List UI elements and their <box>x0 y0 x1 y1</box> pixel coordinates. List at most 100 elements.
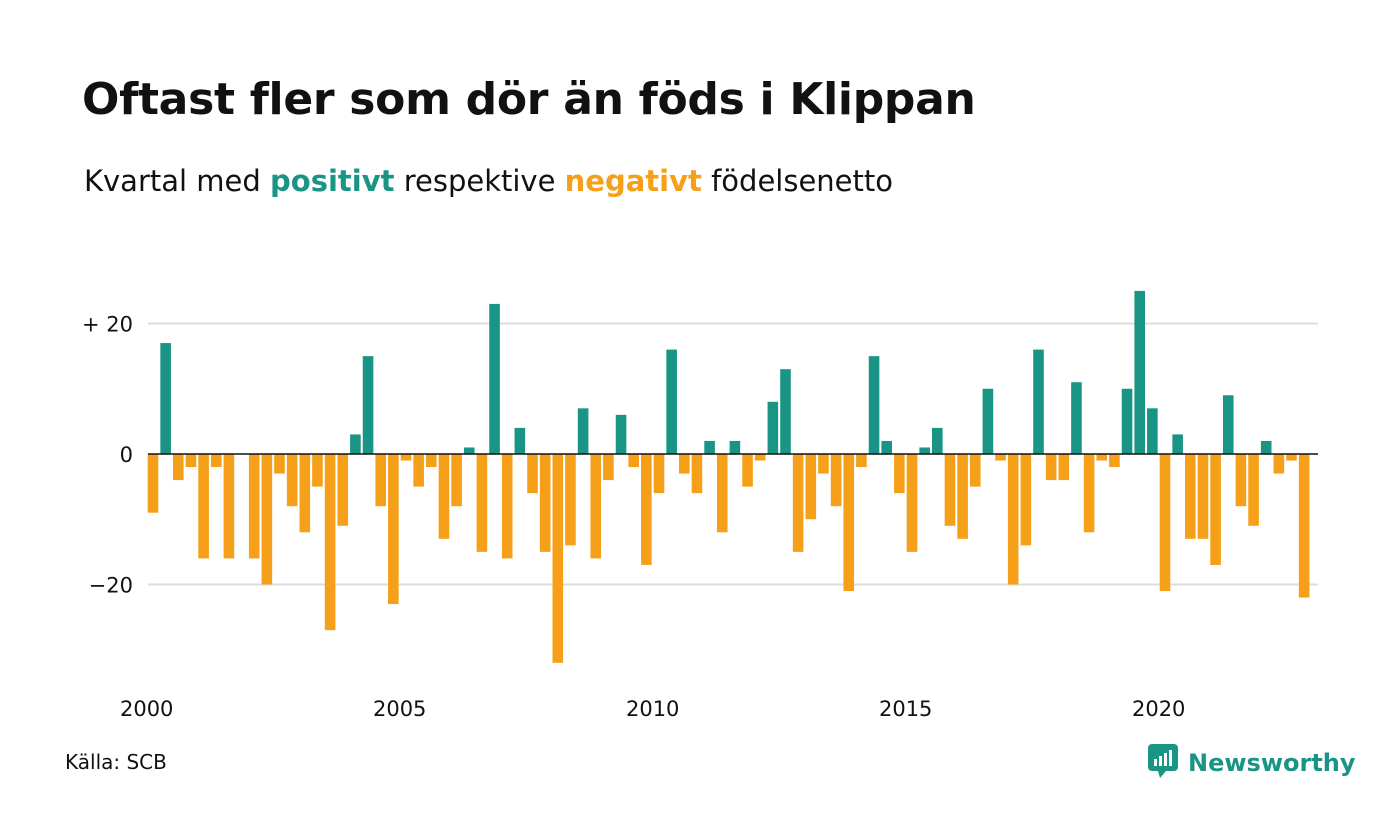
bar <box>1134 290 1145 455</box>
bar <box>969 454 981 487</box>
bar <box>337 454 349 526</box>
bar <box>780 369 791 455</box>
bar <box>552 454 564 663</box>
axes: + 20 0 −20 2000 2005 2010 2015 2020 <box>82 313 1318 721</box>
brand-name: Newsworthy <box>1188 749 1356 777</box>
bar-chart: + 20 0 −20 2000 2005 2010 2015 2020 <box>82 290 1318 721</box>
bar <box>274 454 285 474</box>
bar <box>1172 434 1183 455</box>
bar <box>881 440 892 454</box>
bar <box>501 454 513 559</box>
x-tick-label: 2000 <box>120 697 173 721</box>
bar <box>1210 454 1221 565</box>
bar <box>350 434 361 455</box>
bar <box>628 454 639 468</box>
y-tick-label: −20 <box>89 574 133 598</box>
bar <box>1235 454 1247 507</box>
bar <box>944 454 956 526</box>
bar <box>1033 349 1044 454</box>
bar <box>1298 454 1310 598</box>
bar <box>666 349 677 454</box>
chart-subtitle: Kvartal med positivt respektive negativt… <box>84 164 893 198</box>
bar <box>539 454 551 552</box>
bar <box>729 440 741 454</box>
x-tick-label: 2010 <box>626 697 679 721</box>
subtitle-lead: Kvartal med <box>84 164 271 198</box>
newsworthy-chart-icon <box>1148 744 1178 782</box>
bar <box>362 356 374 455</box>
x-tick-label: 2015 <box>879 697 932 721</box>
bar <box>489 303 500 454</box>
bar <box>1185 454 1196 539</box>
bar <box>286 454 298 507</box>
bar <box>716 454 728 533</box>
bar <box>704 440 715 454</box>
bar <box>248 454 260 559</box>
bar <box>388 454 399 605</box>
bar <box>1071 382 1082 455</box>
bar <box>565 454 576 546</box>
bar <box>906 454 918 552</box>
subtitle-positive-word: positivt <box>270 164 395 198</box>
bar <box>691 454 703 494</box>
bar <box>1222 395 1234 454</box>
bar <box>1260 440 1272 454</box>
bar <box>641 454 652 565</box>
bar <box>1197 454 1209 539</box>
bar <box>1248 454 1259 526</box>
bar <box>413 454 424 487</box>
bar <box>1121 388 1133 454</box>
bar <box>198 454 209 559</box>
bar <box>1273 454 1285 474</box>
bar <box>514 427 526 454</box>
bar <box>1007 454 1019 585</box>
bar <box>919 447 930 455</box>
bar <box>577 408 589 454</box>
bar <box>894 454 905 494</box>
bar <box>957 454 968 539</box>
bar <box>527 454 538 494</box>
gridlines <box>148 322 1318 586</box>
bar <box>375 454 386 507</box>
bar <box>767 401 779 454</box>
bar <box>1083 454 1095 533</box>
bar <box>463 447 475 455</box>
x-tick-label: 2020 <box>1132 697 1185 721</box>
bar <box>1159 454 1171 592</box>
bar <box>476 454 488 552</box>
bar <box>438 454 450 539</box>
bar <box>805 454 817 520</box>
brand-logo[interactable]: Newsworthy <box>1148 744 1356 782</box>
bar <box>603 454 614 481</box>
bar <box>982 388 994 454</box>
bar <box>1020 454 1032 546</box>
bar <box>400 454 412 461</box>
bar <box>426 454 437 468</box>
bar <box>742 454 753 487</box>
bar <box>792 454 804 552</box>
bar <box>210 454 222 468</box>
bar <box>995 454 1006 461</box>
bar <box>312 454 323 487</box>
subtitle-middle: respektive <box>394 164 565 198</box>
source-note: Källa: SCB <box>65 750 167 774</box>
y-tick-label: + 20 <box>82 313 133 337</box>
bar <box>818 454 829 474</box>
bar <box>147 454 159 513</box>
x-tick-label: 2005 <box>373 697 426 721</box>
subtitle-negative-word: negativt <box>564 164 702 198</box>
bar <box>299 454 311 533</box>
bar <box>830 454 842 507</box>
bar <box>1286 454 1297 461</box>
bar <box>173 454 184 481</box>
bar <box>223 454 235 559</box>
chart-title: Oftast fler som dör än föds i Klippan <box>82 74 976 125</box>
bar <box>1109 454 1120 468</box>
bar <box>932 427 943 454</box>
bar <box>754 454 766 461</box>
bar <box>185 454 197 468</box>
bar <box>261 454 273 585</box>
bar <box>843 454 855 592</box>
bar <box>451 454 462 507</box>
bar <box>1058 454 1070 481</box>
